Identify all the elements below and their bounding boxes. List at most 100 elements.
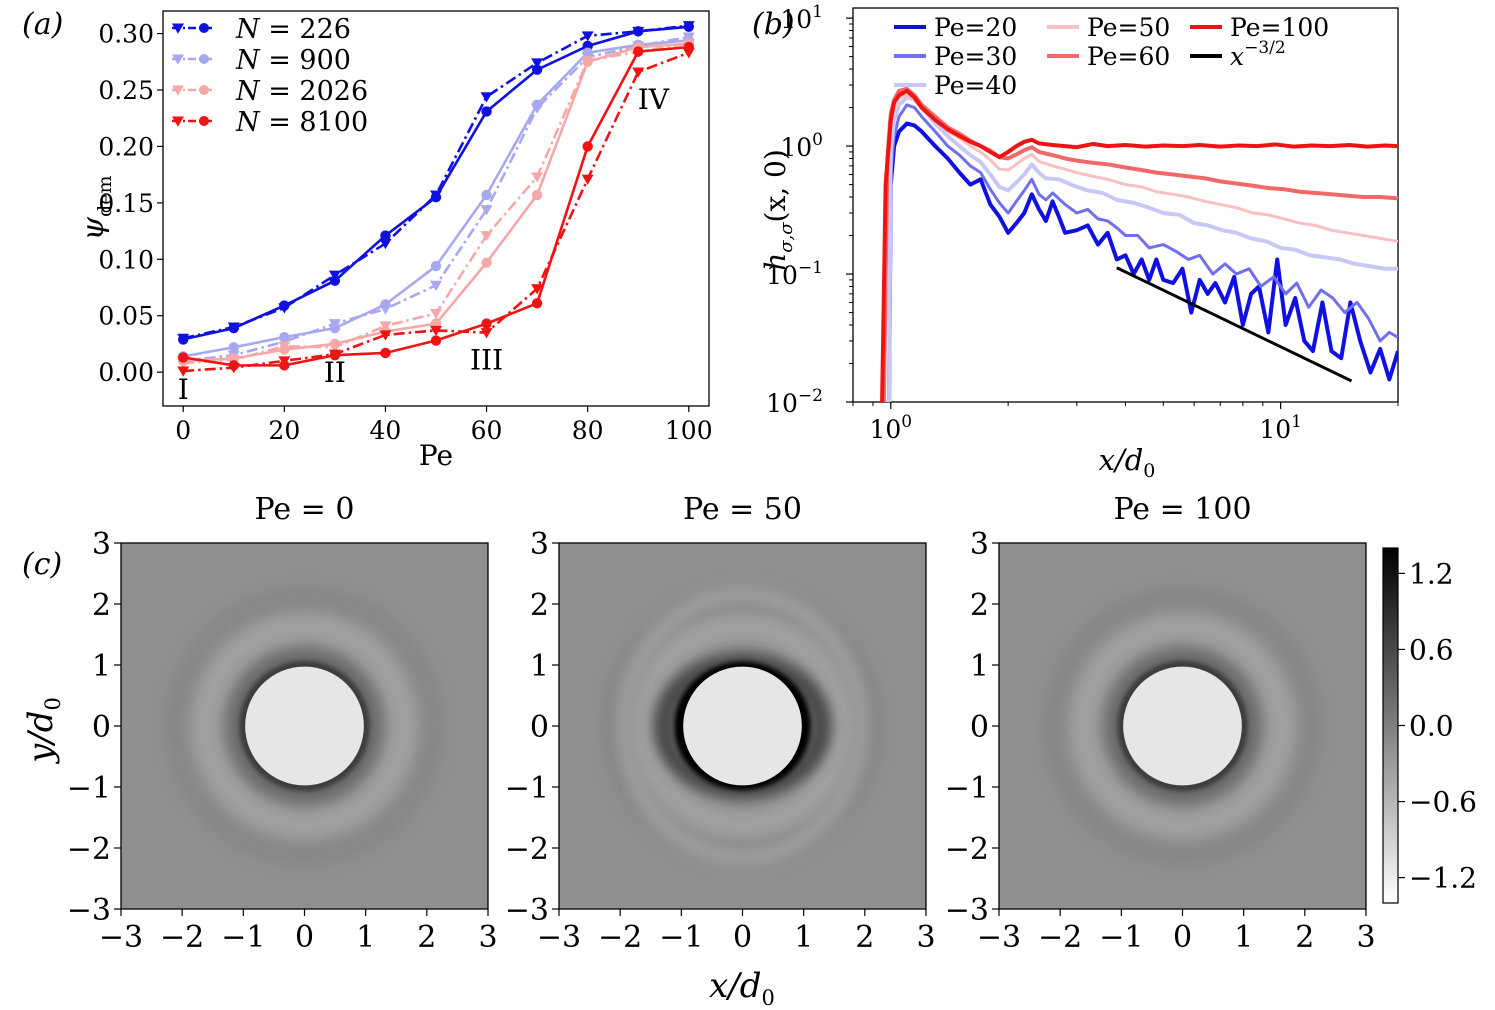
a-circle-marker: [279, 300, 290, 311]
heatmap-field: [121, 543, 488, 909]
a-circle-marker: [531, 99, 543, 110]
panel-a-ylabel-sub: dem: [94, 176, 116, 217]
heatmap-xtick-label: 3: [478, 920, 497, 955]
b-legend-entry: Pe=100: [1190, 13, 1329, 42]
b-ytick-label: 10−2: [766, 386, 823, 418]
heatmap-ytick-label: −1: [67, 771, 111, 806]
a-circle-marker: [531, 298, 543, 309]
a-triangle-marker: [430, 308, 442, 320]
a-xtick-label: 80: [572, 416, 604, 445]
heatmap-title: Pe = 0: [255, 492, 355, 527]
heatmap-2: Pe = 100 −3−3 −2 −2 −1 −1 0 0 1 1 2 2 3 3: [945, 492, 1376, 955]
a-circle-marker: [329, 350, 341, 361]
heatmap-ytick-label: −2: [67, 832, 111, 867]
a-xtick-label: 60: [471, 416, 503, 445]
panel-c-label: (c): [22, 547, 62, 582]
heatmap-halo: [226, 648, 383, 804]
heatmap-field: [559, 543, 926, 909]
b-series-line-3: [882, 93, 1398, 402]
panel-b-series: [880, 86, 1398, 402]
heatmap-halo: [1104, 648, 1261, 804]
panel-a-ylabel: ψdem: [76, 176, 116, 241]
a-series-0: [177, 21, 695, 345]
svg-text:y/d0: y/d0: [21, 697, 65, 765]
a-triangle-marker: [531, 284, 544, 295]
b-legend-label: x−3/2: [1230, 38, 1286, 71]
heatmap-aniso-ring: [615, 585, 870, 867]
panel-b-ylabel-sub: σ,σ: [776, 222, 797, 253]
panel-c-xlabel: x/d0: [709, 966, 775, 1010]
panel-b-ylabel: hσ,σ(x, 0): [759, 149, 797, 271]
a-circle-marker: [329, 322, 341, 334]
heatmap-light-ring: [629, 613, 856, 839]
panel-a-ticks: 0 20 40 60 80 100 0.00 0.05 0.10 0.15 0.20 0.25 0.30: [98, 20, 712, 445]
heatmap-xtick-label: −1: [659, 920, 703, 955]
heatmap-xtick-label: −2: [160, 920, 204, 955]
a-circle-marker: [329, 275, 341, 286]
a-legend-label: N = 900: [235, 45, 351, 76]
a-circle-marker: [380, 347, 391, 359]
a-circle-marker: [531, 64, 543, 75]
heatmap-ytick-label: −1: [505, 771, 549, 806]
colorbar-gradient: [1382, 547, 1399, 904]
heatmap-xtick-label: 3: [1356, 920, 1375, 955]
panel-c-ylabel-sub: 0: [41, 697, 65, 710]
heatmap-xtick-label: 1: [356, 920, 375, 955]
svg-text:ψdem: ψdem: [76, 176, 116, 241]
a-circle-marker: [481, 189, 492, 201]
heatmap-xtick-label: 0: [1173, 920, 1192, 955]
a-circle-marker: [228, 342, 239, 353]
a-circle-marker: [329, 338, 341, 350]
heatmap-xtick-label: 3: [916, 920, 935, 955]
a-xtick-label: 20: [268, 416, 300, 445]
heatmap-xtick-label: −3: [977, 920, 1021, 955]
heatmap-contact-ring: [239, 660, 370, 792]
heatmap-ytick-label: 3: [92, 527, 111, 562]
a-circle-marker: [481, 106, 492, 117]
heatmap-xtick-label: 2: [417, 920, 436, 955]
a-circle-marker: [531, 189, 543, 201]
heatmap-xtick-label: 0: [295, 920, 314, 955]
a-circle-marker: [279, 360, 290, 371]
b-legend-label: Pe=50: [1087, 13, 1170, 42]
b-legend-entry: Pe=40: [894, 71, 1017, 100]
a-circle-marker: [582, 47, 593, 58]
a-ytick-label: 0.20: [98, 132, 154, 161]
b-xtick-label: 101: [1259, 412, 1302, 444]
a-legend-marker: [199, 116, 209, 126]
heatmap-field: [999, 543, 1366, 909]
heatmap-ytick-label: 0: [92, 710, 111, 745]
a-circle-marker: [380, 299, 391, 310]
a-legend-entry: N = 8100: [172, 107, 368, 138]
a-triangle-marker: [531, 172, 544, 183]
b-legend-entry: Pe=30: [894, 42, 1017, 71]
a-circle-marker: [683, 21, 694, 32]
a-triangle-marker: [379, 238, 392, 250]
b-legend-label: Pe=20: [934, 13, 1017, 42]
a-ytick-label: 0.05: [98, 302, 154, 331]
heatmap-ytick-label: 0: [530, 710, 549, 745]
heatmap-xtick-label: −1: [221, 920, 265, 955]
a-circle-marker: [279, 344, 290, 355]
a-circle-marker: [430, 192, 442, 203]
heatmap-title: Pe = 100: [1113, 492, 1251, 527]
heatmap-ytick-label: 2: [92, 588, 111, 623]
a-xtick-label: 100: [665, 416, 713, 445]
heatmap-title: Pe = 50: [683, 492, 802, 527]
a-triangle-marker: [172, 116, 184, 127]
panel-a-label: (a): [22, 7, 63, 42]
a-ytick-label: 0.10: [98, 245, 154, 274]
a-triangle-marker: [632, 67, 645, 78]
a-triangle-marker: [480, 92, 493, 103]
colorbar-tick-label: −0.6: [1409, 786, 1477, 819]
heatmap-ytick-label: 1: [530, 649, 549, 684]
heatmap-xtick-label: −2: [598, 920, 642, 955]
heatmap-ytick-label: −2: [505, 832, 549, 867]
heatmap-dark-ring: [164, 585, 445, 867]
colorbar-tick-label: −1.2: [1409, 862, 1477, 895]
panel-a-series: [177, 21, 695, 377]
heatmap-xtick-label: 1: [1234, 920, 1253, 955]
a-circle-marker: [683, 41, 694, 53]
